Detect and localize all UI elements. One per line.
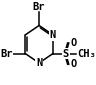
Text: N: N	[50, 30, 56, 40]
Text: Br: Br	[0, 49, 12, 59]
Text: N: N	[36, 58, 42, 68]
Text: O: O	[70, 38, 77, 48]
Text: S: S	[63, 49, 69, 59]
Text: CH₃: CH₃	[77, 49, 96, 59]
Text: Br: Br	[33, 2, 45, 12]
Text: O: O	[70, 59, 77, 69]
